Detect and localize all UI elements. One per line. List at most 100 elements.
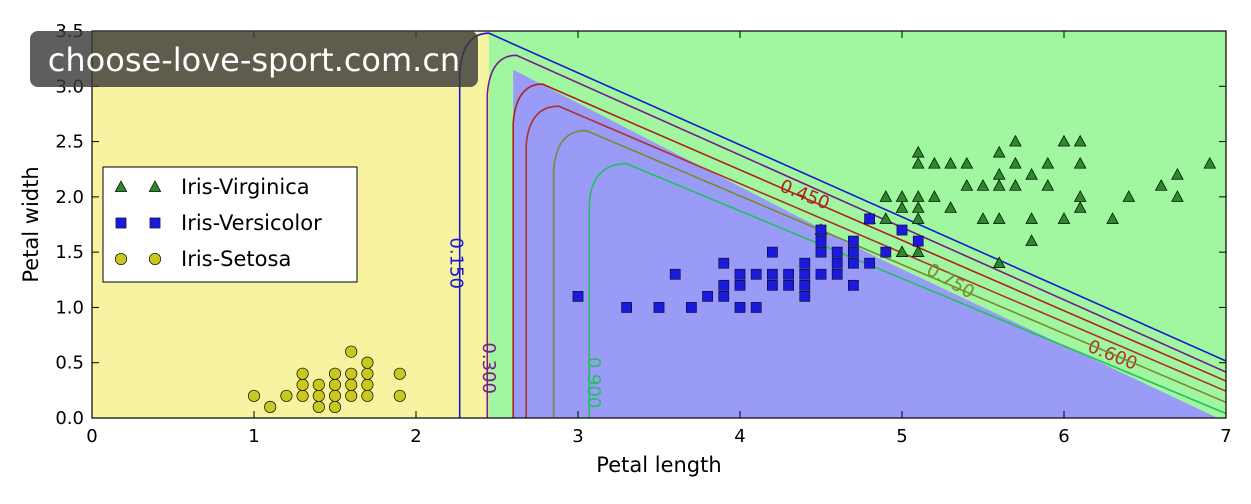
data-point-iris-virginica bbox=[928, 190, 941, 202]
data-point-iris-versicolor bbox=[831, 246, 843, 258]
data-point-iris-versicolor bbox=[799, 268, 811, 280]
data-points bbox=[247, 134, 1217, 413]
contour-label-0.150: 0.150 bbox=[446, 237, 467, 289]
data-point-iris-virginica bbox=[879, 212, 893, 224]
data-point-iris-virginica bbox=[911, 156, 925, 169]
data-point-iris-virginica bbox=[911, 212, 925, 224]
data-point-iris-virginica bbox=[1009, 134, 1022, 147]
legend-marker-iris-versicolor bbox=[115, 217, 127, 229]
data-point-iris-setosa bbox=[264, 400, 277, 413]
data-point-iris-virginica bbox=[895, 201, 909, 213]
x-tick-label: 5 bbox=[896, 426, 907, 447]
legend-label-iris-setosa: Iris-Setosa bbox=[181, 247, 291, 271]
data-point-iris-versicolor bbox=[767, 246, 778, 258]
y-tick-label: 2.0 bbox=[55, 187, 84, 208]
legend-marker-iris-setosa bbox=[148, 252, 162, 266]
legend-marker-iris-virginica bbox=[148, 180, 162, 192]
x-axis-ticks: 0 1 2 3 4 5 6 7 bbox=[86, 31, 1232, 447]
contour-label-0.300: 0.300 bbox=[478, 342, 499, 394]
data-point-iris-versicolor bbox=[767, 279, 778, 291]
legend-label-iris-versicolor: Iris-Versicolor bbox=[181, 211, 322, 235]
data-point-iris-versicolor bbox=[912, 235, 924, 247]
data-point-iris-versicolor bbox=[815, 268, 827, 280]
legend-box bbox=[102, 166, 358, 283]
x-tick-label: 7 bbox=[1220, 426, 1231, 447]
legend-marker-iris-virginica bbox=[114, 180, 128, 192]
x-tick-label: 3 bbox=[572, 426, 583, 447]
data-point-iris-versicolor bbox=[718, 291, 730, 302]
data-point-iris-virginica bbox=[928, 156, 941, 169]
data-point-iris-versicolor bbox=[702, 291, 713, 302]
data-point-iris-virginica bbox=[1057, 134, 1071, 147]
data-point-iris-setosa bbox=[345, 389, 358, 402]
data-point-iris-virginica bbox=[976, 212, 990, 224]
data-point-iris-versicolor bbox=[896, 224, 908, 236]
watermark: choose-love-sport.com.cn bbox=[30, 31, 478, 87]
data-point-iris-virginica bbox=[911, 190, 925, 202]
y-tick-label: 1.5 bbox=[55, 242, 84, 263]
contour-line-0.750 bbox=[552, 129, 1226, 418]
contour-line-0.300 bbox=[486, 54, 1226, 418]
data-point-iris-virginica bbox=[1203, 156, 1217, 169]
data-point-iris-versicolor bbox=[848, 235, 859, 247]
y-tick-label: 0.5 bbox=[55, 353, 84, 374]
data-point-iris-versicolor bbox=[783, 279, 794, 291]
data-point-iris-versicolor bbox=[799, 257, 811, 269]
data-point-iris-virginica bbox=[1025, 168, 1038, 180]
data-point-iris-setosa bbox=[361, 356, 374, 369]
data-point-iris-virginica bbox=[1041, 156, 1055, 169]
data-point-iris-virginica bbox=[911, 245, 925, 257]
data-point-iris-virginica bbox=[976, 179, 990, 191]
data-point-iris-virginica bbox=[911, 145, 925, 158]
data-point-iris-virginica bbox=[1073, 190, 1087, 202]
data-point-iris-setosa bbox=[328, 367, 342, 380]
x-tick-label: 6 bbox=[1058, 426, 1069, 447]
data-point-iris-setosa bbox=[296, 367, 309, 380]
data-point-iris-virginica bbox=[1025, 234, 1038, 246]
data-point-iris-versicolor bbox=[783, 268, 794, 280]
data-point-iris-virginica bbox=[1073, 156, 1087, 169]
data-point-iris-setosa bbox=[280, 389, 293, 402]
plot-frame bbox=[91, 30, 1227, 419]
data-point-iris-versicolor bbox=[734, 268, 746, 280]
legend: Iris-Virginica Iris-Versicolor Iris-Setosa bbox=[102, 166, 358, 283]
data-point-iris-versicolor bbox=[734, 279, 746, 291]
data-point-iris-setosa bbox=[345, 367, 358, 380]
data-point-iris-setosa bbox=[296, 378, 309, 391]
data-point-iris-virginica bbox=[960, 156, 974, 169]
data-point-iris-setosa bbox=[345, 345, 358, 358]
data-point-iris-versicolor bbox=[767, 268, 778, 280]
data-point-iris-virginica bbox=[879, 190, 893, 202]
data-point-iris-versicolor bbox=[848, 257, 859, 269]
data-point-iris-versicolor bbox=[734, 302, 746, 313]
data-point-iris-setosa bbox=[312, 378, 325, 391]
data-point-iris-virginica bbox=[1009, 156, 1022, 169]
data-point-iris-versicolor bbox=[848, 279, 859, 291]
data-point-iris-virginica bbox=[944, 156, 957, 169]
data-point-iris-versicolor bbox=[831, 257, 843, 269]
data-point-iris-virginica bbox=[1171, 190, 1184, 202]
x-tick-label: 2 bbox=[410, 426, 421, 447]
data-point-iris-setosa bbox=[393, 367, 406, 380]
data-point-iris-virginica bbox=[1041, 179, 1055, 191]
legend-marker-iris-setosa bbox=[114, 252, 128, 266]
data-point-iris-virginica bbox=[960, 179, 974, 191]
y-tick-label: 2.5 bbox=[55, 132, 84, 153]
y-axis-ticks: 0.00.51.01.52.02.53.03.5 bbox=[55, 21, 1226, 429]
x-tick-label: 0 bbox=[86, 426, 97, 447]
legend-marker-iris-versicolor bbox=[149, 217, 161, 229]
data-point-iris-virginica bbox=[992, 145, 1006, 158]
data-point-iris-versicolor bbox=[864, 213, 875, 225]
data-point-iris-versicolor bbox=[815, 235, 827, 247]
watermark-background bbox=[30, 31, 478, 87]
data-point-iris-virginica bbox=[1073, 201, 1087, 213]
data-point-iris-virginica bbox=[944, 201, 957, 213]
data-point-iris-versicolor bbox=[621, 302, 632, 313]
data-point-iris-virginica bbox=[992, 256, 1006, 269]
y-axis-label: Petal width bbox=[19, 166, 43, 282]
y-tick-label: 0.0 bbox=[55, 408, 84, 429]
data-point-iris-versicolor bbox=[815, 224, 827, 236]
data-point-iris-versicolor bbox=[799, 291, 811, 302]
